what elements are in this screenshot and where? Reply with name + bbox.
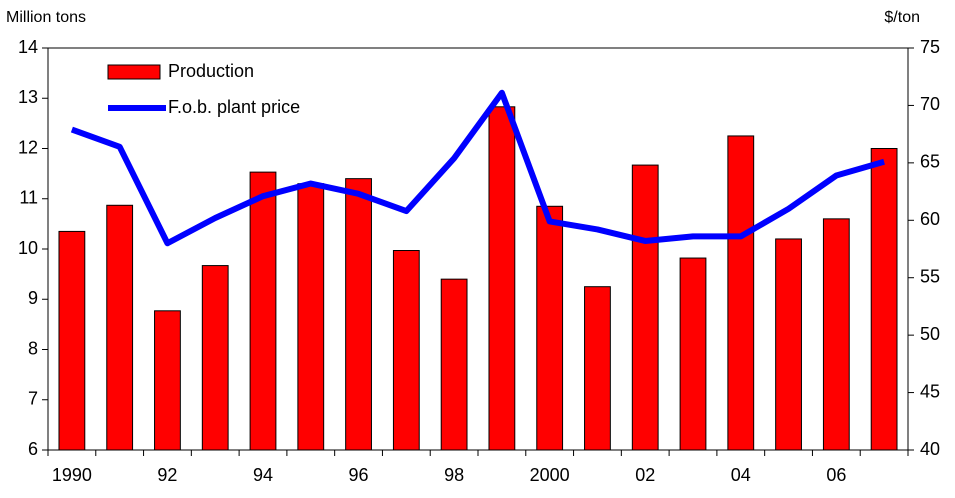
y-tick-label: 8 [28, 338, 38, 358]
x-tick-label: 98 [444, 465, 464, 485]
bar [679, 257, 707, 451]
bar [822, 218, 850, 451]
bar [297, 183, 325, 451]
bar [249, 171, 277, 451]
y2-tick-label: 70 [920, 94, 940, 114]
y-tick-label: 11 [19, 188, 38, 208]
y2-tick-label: 45 [920, 381, 940, 401]
x-tick-label: 92 [157, 465, 177, 485]
x-tick-label: 2000 [530, 465, 570, 485]
y-tick-label: 12 [18, 137, 38, 157]
y2-tick-label: 50 [920, 324, 940, 344]
bar [58, 230, 86, 451]
x-tick-label: 1990 [52, 465, 92, 485]
x-tick-label: 04 [731, 465, 751, 485]
y-axis-label: Million tons [6, 9, 86, 26]
legend-label: F.o.b. plant price [168, 97, 300, 117]
y-tick-label: 10 [18, 238, 38, 258]
bar [392, 250, 420, 451]
x-tick-label: 02 [635, 465, 655, 485]
y-tick-label: 9 [28, 288, 38, 308]
bar [201, 265, 229, 451]
bar [584, 286, 611, 451]
y2-tick-label: 65 [920, 152, 940, 172]
plot-frame [47, 47, 909, 451]
bar [536, 205, 564, 451]
bar [631, 164, 659, 451]
y2-tick-label: 55 [920, 266, 940, 286]
y2-tick-label: 75 [920, 37, 940, 57]
x-tick-label: 94 [253, 465, 273, 485]
bar [488, 106, 516, 451]
y-tick-label: 13 [18, 87, 38, 107]
y2-tick-label: 40 [920, 439, 940, 459]
bar [775, 238, 802, 451]
x-tick-label: 06 [826, 465, 846, 485]
y2-axis-label: $/ton [884, 9, 920, 26]
legend-swatch [107, 64, 161, 80]
y-tick-label: 14 [18, 37, 38, 57]
y2-tick-label: 60 [920, 209, 940, 229]
bar [440, 278, 468, 451]
bar [727, 135, 755, 451]
bar [106, 204, 134, 451]
bar [345, 178, 372, 451]
x-tick-label: 96 [349, 465, 369, 485]
bar [870, 148, 898, 451]
bar [154, 310, 181, 451]
y-tick-label: 7 [28, 389, 38, 409]
y-tick-label: 6 [28, 439, 38, 459]
price-line [70, 89, 885, 247]
legend-label: Production [168, 61, 254, 81]
